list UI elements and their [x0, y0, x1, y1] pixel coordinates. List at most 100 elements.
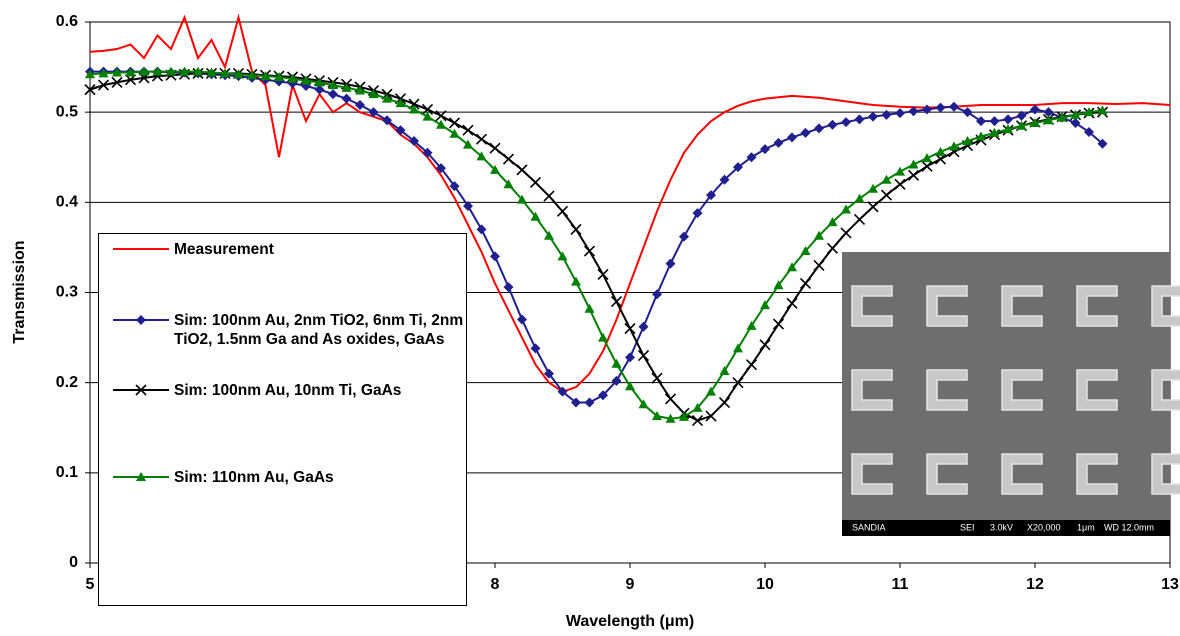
- data-point: [854, 193, 865, 203]
- data-point: [692, 208, 703, 219]
- data-point: [1043, 115, 1054, 125]
- legend-marker: [136, 315, 146, 325]
- data-point: [907, 169, 920, 181]
- data-point: [853, 213, 866, 226]
- data-point: [409, 136, 419, 147]
- data-point: [84, 84, 96, 96]
- data-point: [841, 117, 851, 128]
- data-point: [1030, 117, 1040, 127]
- data-point: [826, 242, 839, 254]
- data-point: [448, 117, 461, 129]
- data-point: [85, 69, 95, 79]
- data-point: [570, 223, 582, 235]
- legend-label: Measurement: [174, 241, 274, 258]
- data-point: [1030, 104, 1040, 115]
- data-point: [976, 116, 986, 127]
- data-point: [314, 77, 325, 87]
- legend-key: [113, 315, 169, 325]
- data-point: [652, 289, 662, 300]
- x-tick-label: 5: [86, 576, 95, 593]
- legend-label: Sim: 100nm Au, 10nm Ti, GaAs: [174, 382, 402, 399]
- y-tick-label: 0: [69, 554, 78, 571]
- data-point: [462, 124, 474, 136]
- x-axis-title: Wavelength (μm): [566, 613, 694, 630]
- data-point: [691, 414, 704, 427]
- data-point: [610, 295, 623, 308]
- data-point: [733, 162, 743, 173]
- inset-shape: [851, 369, 893, 411]
- data-point: [881, 174, 892, 184]
- data-point: [813, 259, 825, 272]
- data-point: [922, 104, 932, 115]
- data-point: [625, 381, 635, 391]
- data-point: [314, 84, 325, 95]
- data-point: [949, 141, 959, 151]
- data-point: [193, 66, 203, 76]
- data-point: [733, 343, 743, 353]
- data-point: [759, 339, 771, 351]
- data-point: [476, 151, 487, 161]
- data-point: [787, 262, 797, 272]
- data-point: [111, 76, 123, 88]
- y-tick-label: 0.2: [56, 374, 78, 391]
- data-point: [719, 174, 730, 185]
- data-point: [638, 321, 649, 332]
- legend-key: [113, 248, 169, 250]
- inset-shape: [851, 453, 893, 495]
- legend-symbol: [136, 315, 146, 325]
- inset-label: WD 12.0mm: [1104, 522, 1154, 532]
- data-point: [814, 123, 824, 134]
- data-point: [112, 67, 122, 77]
- legend-label: Sim: 100nm Au, 2nm TiO2, 6nm Ti, 2nm TiO…: [174, 312, 464, 348]
- data-point: [1057, 112, 1067, 122]
- data-point: [841, 204, 851, 214]
- inset-label: 1μm: [1077, 522, 1095, 532]
- inset-bar-bg: [842, 520, 1170, 536]
- data-point: [422, 147, 433, 158]
- data-point: [651, 372, 663, 384]
- data-point: [732, 377, 744, 389]
- data-point: [382, 115, 392, 126]
- data-point: [665, 413, 676, 423]
- data-point: [637, 350, 650, 362]
- data-point: [583, 245, 596, 257]
- data-point: [719, 365, 730, 375]
- data-point: [543, 190, 555, 202]
- y-tick-label: 0.3: [56, 284, 78, 301]
- data-point: [935, 102, 946, 113]
- data-point: [598, 332, 608, 342]
- legend-key: [113, 472, 169, 481]
- data-point: [557, 386, 568, 397]
- data-point: [463, 139, 473, 149]
- inset-shape: [1151, 369, 1180, 411]
- x-tick-label: 9: [626, 576, 635, 593]
- data-point: [922, 153, 932, 163]
- data-point: [341, 82, 352, 92]
- data-point: [921, 160, 933, 172]
- inset-shape: [926, 453, 968, 495]
- data-point: [1003, 114, 1013, 125]
- inset-shape: [926, 285, 968, 327]
- y-axis-title: Transmission: [11, 240, 28, 343]
- data-point: [355, 99, 365, 110]
- inset-shape: [1076, 285, 1118, 327]
- data-point: [220, 68, 230, 78]
- data-point: [544, 368, 554, 379]
- series: [85, 66, 1108, 408]
- series-line: [90, 70, 1104, 404]
- data-point: [962, 136, 973, 146]
- data-point: [557, 251, 568, 261]
- inset-shape: [926, 369, 968, 411]
- legend-symbol: [136, 472, 146, 481]
- data-point: [436, 119, 446, 129]
- data-point: [638, 399, 649, 409]
- data-point: [1043, 107, 1054, 118]
- data-point: [773, 280, 784, 290]
- data-point: [328, 89, 338, 100]
- x-tick-label: 12: [1026, 576, 1044, 593]
- data-point: [328, 80, 338, 90]
- data-point: [1003, 124, 1013, 134]
- legend-key: [113, 384, 169, 396]
- data-point: [355, 85, 365, 95]
- inset-label: X20,000: [1027, 522, 1061, 532]
